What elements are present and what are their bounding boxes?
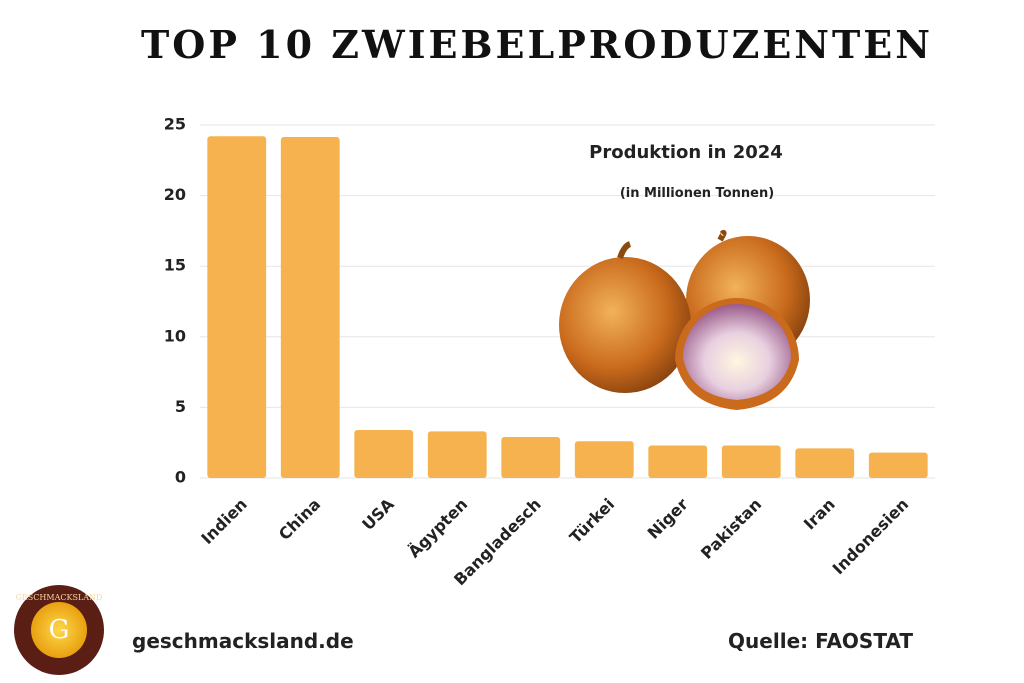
bar [427, 431, 487, 478]
bar [280, 137, 340, 478]
x-tick-label: Indonesien [829, 495, 913, 579]
y-tick-label: 5 [175, 397, 186, 416]
bar [574, 441, 634, 478]
y-tick-label: 20 [164, 185, 186, 204]
source: Quelle: FAOSTAT [728, 629, 913, 653]
x-tick-label: USA [358, 494, 398, 534]
x-tick-label: Niger [644, 495, 692, 543]
bar [207, 136, 267, 478]
onion-illustration [559, 229, 810, 410]
bar [721, 445, 781, 478]
y-tick-label: 0 [175, 468, 186, 487]
logo-name: GESCHMACKSLAND [16, 593, 103, 602]
bar [868, 452, 928, 478]
subtitle: Produktion in 2024 [589, 142, 783, 163]
bar [795, 448, 855, 478]
x-tick-label: Türkei [566, 495, 618, 547]
x-tick-label: Pakistan [697, 495, 765, 563]
y-tick-label: 15 [164, 256, 186, 275]
website: geschmacksland.de [132, 629, 354, 653]
bar [501, 437, 561, 478]
y-tick-label: 10 [164, 326, 186, 345]
bar [354, 429, 414, 478]
logo-center [31, 602, 87, 658]
logo: GESCHMACKSLAND G [14, 585, 104, 675]
logo-initial: G [49, 615, 70, 645]
y-tick-label: 25 [164, 115, 186, 134]
x-tick-label: Ägypten [404, 495, 471, 562]
x-tick-label: Indien [197, 495, 250, 548]
bar [648, 445, 708, 478]
x-tick-label: China [275, 495, 324, 544]
unit-note: (in Millionen Tonnen) [620, 186, 774, 201]
x-tick-label: Iran [800, 495, 839, 534]
chart-title: TOP 10 ZWIEBELPRODUZENTEN [141, 22, 933, 67]
